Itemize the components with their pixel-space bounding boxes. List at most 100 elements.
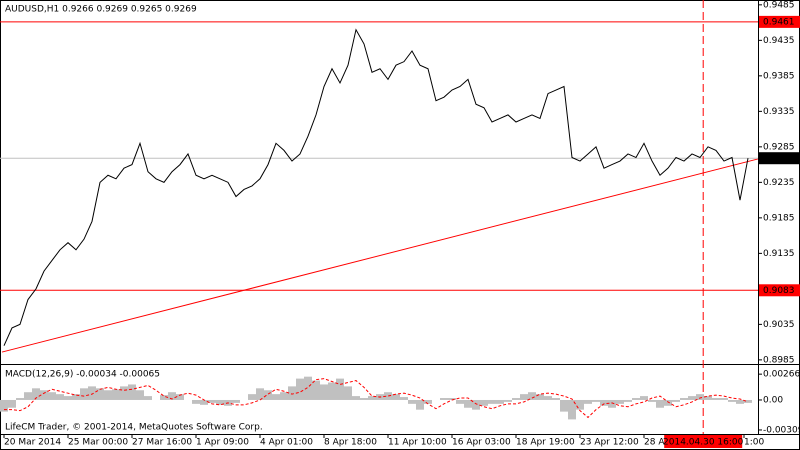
macd-bar bbox=[232, 399, 240, 403]
x-tick-label: 25 Mar 00:00 bbox=[68, 438, 128, 448]
macd-bar bbox=[632, 398, 640, 400]
macd-bar bbox=[112, 389, 120, 400]
macd-bar bbox=[704, 396, 712, 400]
macd-bar bbox=[712, 398, 720, 400]
bid-label-bg bbox=[759, 152, 800, 165]
macd-bar bbox=[576, 399, 584, 410]
y-tick-label: 0.9335 bbox=[763, 107, 795, 117]
macd-bar bbox=[664, 399, 672, 406]
macd-bar bbox=[744, 399, 752, 403]
macd-bar bbox=[72, 394, 80, 400]
macd-bar bbox=[8, 399, 16, 408]
macd-bar bbox=[48, 392, 56, 400]
macd-bar bbox=[80, 388, 88, 400]
macd-bar bbox=[96, 388, 104, 400]
y-tick-label: 0.9435 bbox=[763, 36, 795, 46]
y-tick-label: -0.00309 bbox=[763, 425, 800, 435]
macd-bar bbox=[104, 390, 112, 400]
macd-bar bbox=[560, 399, 568, 412]
macd-bar bbox=[128, 384, 136, 400]
macd-bar bbox=[648, 399, 656, 402]
macd-bar bbox=[136, 390, 144, 400]
macd-bar bbox=[336, 378, 344, 400]
bid-label: 0.9269 bbox=[763, 154, 795, 164]
macd-bar bbox=[24, 392, 32, 400]
y-tick-label: 0.9485 bbox=[763, 0, 795, 10]
macd-bar bbox=[616, 399, 624, 404]
macd-bar bbox=[536, 394, 544, 400]
x-tick-label: 8 Apr 18:00 bbox=[324, 438, 377, 448]
macd-bar bbox=[416, 399, 424, 410]
macd-bar bbox=[624, 399, 632, 402]
signal-line bbox=[4, 378, 749, 419]
macd-bar bbox=[192, 399, 200, 404]
macd-bar bbox=[16, 398, 24, 400]
macd-bar bbox=[440, 398, 448, 400]
macd-bar bbox=[736, 399, 744, 404]
macd-bar bbox=[728, 399, 736, 402]
macd-bar bbox=[312, 380, 320, 400]
y-tick-label: 0.9135 bbox=[763, 249, 795, 259]
macd-bar bbox=[88, 386, 96, 400]
macd-bar bbox=[544, 396, 552, 400]
macd-bar bbox=[656, 399, 664, 408]
macd-bar bbox=[264, 390, 272, 400]
macd-bar bbox=[176, 394, 184, 400]
y-tick-label: 0.9235 bbox=[763, 178, 795, 188]
macd-bar bbox=[456, 399, 464, 404]
macd-bar bbox=[32, 388, 40, 400]
crosshair-label-bg bbox=[664, 435, 743, 448]
macd-bar bbox=[392, 394, 400, 400]
macd-bar bbox=[384, 392, 392, 400]
macd-bar bbox=[688, 396, 696, 400]
macd-bar bbox=[208, 399, 216, 403]
y-tick-label: 0.00 bbox=[763, 395, 783, 405]
macd-bar bbox=[408, 399, 416, 404]
macd-bar bbox=[528, 392, 536, 400]
macd-bar bbox=[496, 399, 504, 404]
macd-bar bbox=[720, 398, 728, 400]
macd-bar bbox=[672, 399, 680, 402]
macd-bar bbox=[304, 376, 312, 400]
macd-bar bbox=[40, 390, 48, 400]
macd-bar bbox=[120, 386, 128, 400]
x-tick-label: 11 Apr 10:00 bbox=[388, 438, 447, 448]
macd-bar bbox=[520, 394, 528, 400]
macd-bar bbox=[280, 392, 288, 400]
y-tick-label: 0.9035 bbox=[763, 320, 795, 330]
trend-line bbox=[1, 158, 759, 353]
macd-bar bbox=[368, 396, 376, 400]
macd-bar bbox=[272, 394, 280, 400]
level-label: 0.9461 bbox=[763, 17, 795, 27]
macd-bar bbox=[400, 397, 408, 400]
macd-bar bbox=[64, 396, 72, 400]
macd-bar bbox=[352, 396, 360, 400]
x-tick-label: 28 A bbox=[644, 438, 665, 448]
x-tick-label: 4 Apr 01:00 bbox=[260, 438, 313, 448]
macd-bar bbox=[504, 399, 512, 402]
macd-bar bbox=[320, 384, 328, 400]
macd-bar bbox=[256, 388, 264, 400]
macd-bar bbox=[248, 394, 256, 400]
macd-bar bbox=[696, 394, 704, 400]
x-tick-label: 23 Apr 12:00 bbox=[580, 438, 639, 448]
level-label-bg bbox=[759, 15, 800, 28]
macd-bar bbox=[568, 399, 576, 420]
macd-bar bbox=[480, 399, 488, 406]
macd-bar bbox=[144, 396, 152, 400]
chart-title: AUDUSD,H1 0.9266 0.9269 0.9265 0.9269 bbox=[5, 5, 197, 15]
macd-bar bbox=[0, 399, 8, 412]
macd-bar bbox=[680, 398, 688, 400]
macd-bar bbox=[640, 396, 648, 400]
y-tick-label: 0.9285 bbox=[763, 142, 795, 152]
x-tick-label: 1:00 bbox=[744, 438, 764, 448]
macd-bar bbox=[328, 382, 336, 400]
macd-bar bbox=[464, 399, 472, 408]
x-tick-label: 1 Apr 09:00 bbox=[196, 438, 249, 448]
macd-bar bbox=[592, 399, 600, 402]
macd-bar bbox=[360, 398, 368, 400]
level-label: 0.9083 bbox=[763, 286, 795, 296]
y-tick-label: 0.9185 bbox=[763, 213, 795, 223]
macd-bar bbox=[288, 386, 296, 400]
